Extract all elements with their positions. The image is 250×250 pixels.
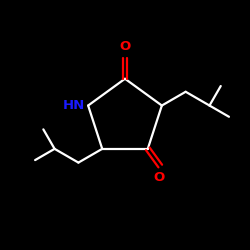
Text: O: O [120,40,130,53]
Text: O: O [154,170,165,183]
Text: HN: HN [63,99,85,112]
